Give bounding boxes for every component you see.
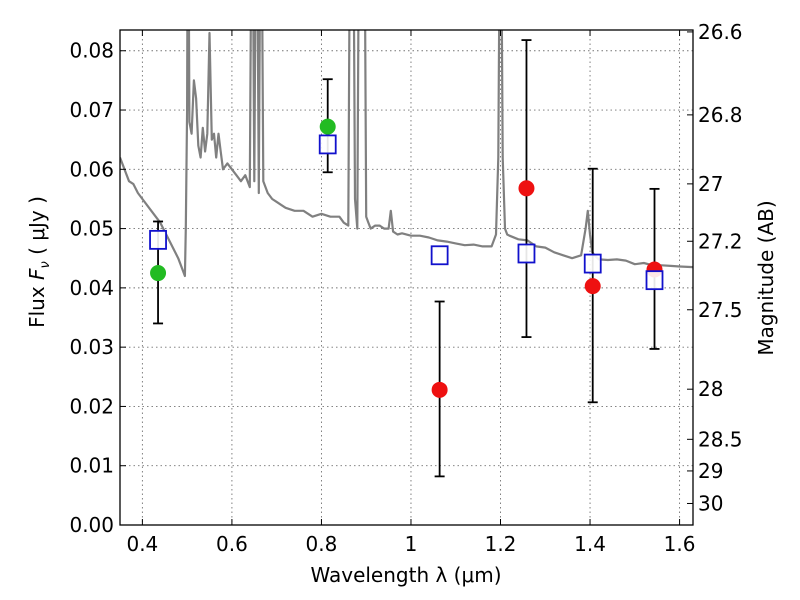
right-tick-label: 28	[698, 377, 723, 401]
plot-frame	[119, 29, 694, 526]
y-tick-label: 0.01	[69, 454, 114, 478]
data-point-marker	[431, 381, 448, 398]
x-tick-label: 1.4	[574, 532, 606, 556]
model-square-marker	[583, 253, 602, 274]
right-axis-label: Magnitude (AB)	[754, 200, 778, 355]
data-point-marker	[518, 180, 535, 197]
y-tick-label: 0.05	[69, 217, 114, 241]
model-square-marker	[645, 270, 664, 291]
model-square-marker	[517, 243, 536, 264]
x-tick-label: 0.6	[216, 532, 248, 556]
spectrum-line	[120, 30, 693, 278]
y-tick-label: 0.06	[69, 157, 114, 181]
model-square-marker	[149, 229, 167, 250]
y-tick-label: 0.07	[69, 98, 114, 122]
y-axis-label: Flux Fν ( μJy )	[25, 196, 53, 328]
data-point-marker	[319, 118, 336, 135]
y-tick-label: 0.03	[69, 335, 114, 359]
y-tick-label: 0.08	[69, 39, 114, 63]
right-tick-label: 30	[698, 491, 723, 515]
model-square-marker	[430, 245, 449, 266]
right-tick-label: 26.8	[698, 103, 743, 127]
y-tick-label: 0.04	[69, 276, 114, 300]
x-tick-label: 1.6	[664, 532, 696, 556]
x-tick-label: 1	[405, 532, 418, 556]
y-tick-label: 0.02	[69, 394, 114, 418]
x-axis-label: Wavelength λ (μm)	[310, 563, 501, 587]
x-tick-label: 1.2	[485, 532, 517, 556]
right-tick-label: 29	[698, 459, 723, 483]
y-tick-label: 0.00	[69, 513, 114, 537]
data-point-marker	[150, 265, 167, 282]
right-tick-label: 27	[698, 172, 723, 196]
right-tick-label: 28.5	[698, 427, 743, 451]
axis-ticks: 0.4 0.6 0.8 1 1.2 1.4 1.6 0.00 0.01 0.02 0.03 0.04 0…	[69, 20, 742, 556]
model-square-marker	[318, 134, 337, 155]
grid-lines	[120, 30, 693, 526]
right-tick-label: 27.5	[698, 298, 743, 322]
x-tick-label: 0.4	[126, 532, 158, 556]
x-tick-label: 0.8	[306, 532, 338, 556]
data-point-marker	[584, 278, 601, 295]
plot-area	[120, 30, 693, 478]
right-tick-label: 27.2	[698, 229, 743, 253]
right-tick-label: 26.6	[698, 20, 743, 44]
